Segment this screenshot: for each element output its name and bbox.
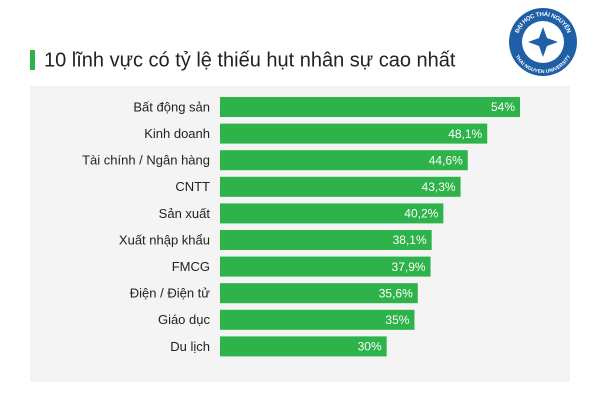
logo: ĐẠI HỌC THÁI NGUYÊN THAI NGUYEN UNIVERSI…: [509, 8, 577, 76]
bar: [220, 203, 444, 224]
value-label: 38,1%: [393, 233, 427, 247]
category-label: CNTT: [175, 179, 210, 194]
value-label: 43,3%: [422, 180, 456, 194]
bar: [220, 123, 488, 144]
chart-title: 10 lĩnh vực có tỷ lệ thiếu hụt nhân sự c…: [44, 49, 456, 71]
bar: [220, 256, 431, 277]
value-label: 30%: [358, 340, 382, 354]
value-label: 35%: [385, 313, 409, 327]
category-label: Sản xuất: [159, 206, 211, 221]
category-label: Tài chính / Ngân hàng: [82, 153, 210, 168]
category-label: Giáo dục: [158, 312, 211, 327]
value-label: 54%: [491, 100, 515, 114]
category-label: Bất động sản: [133, 99, 210, 114]
category-label: Du lịch: [170, 339, 210, 354]
category-label: FMCG: [172, 259, 210, 274]
bar: [220, 309, 415, 330]
category-label: Điện / Điện tử: [130, 286, 211, 301]
bar: [220, 97, 520, 117]
category-label: Kinh doanh: [144, 126, 210, 141]
title-marker: [30, 50, 35, 70]
value-label: 35,6%: [379, 286, 413, 300]
bar: [220, 176, 461, 197]
category-label: Xuất nhập khẩu: [119, 232, 210, 247]
value-label: 40,2%: [404, 207, 438, 221]
bar: [220, 283, 418, 304]
logo-star: [528, 27, 558, 57]
bar: [220, 150, 468, 171]
value-label: 48,1%: [448, 127, 482, 141]
bar: [220, 230, 432, 250]
value-label: 37,9%: [392, 260, 426, 274]
bar: [220, 336, 387, 357]
value-label: 44,6%: [429, 153, 463, 167]
